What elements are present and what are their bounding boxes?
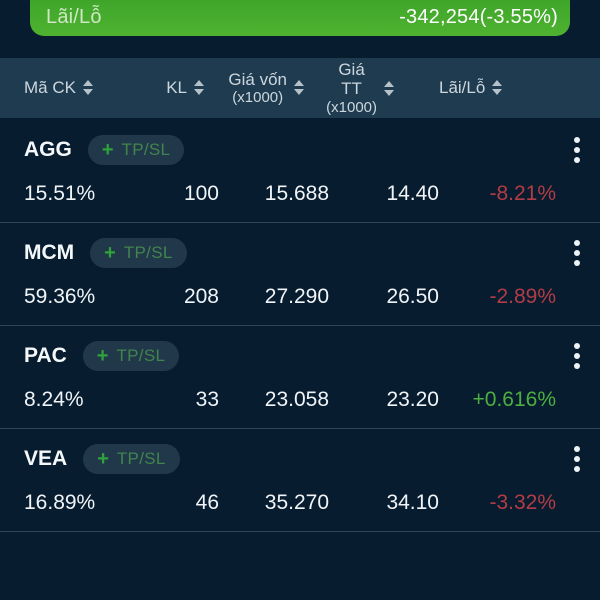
quantity-value: 100 bbox=[183, 182, 219, 205]
vertical-dots-icon bbox=[574, 157, 580, 163]
market-price-value: 26.50 bbox=[386, 285, 439, 308]
row-menu-button[interactable] bbox=[564, 133, 590, 167]
position-row-header: MCM + TP/SL bbox=[0, 235, 600, 271]
position-row-header: VEA + TP/SL bbox=[0, 441, 600, 477]
cost-price-value: 23.058 bbox=[264, 388, 329, 411]
column-label: Lãi/Lỗ bbox=[439, 78, 486, 98]
sort-arrows-icon bbox=[82, 80, 93, 96]
position-row-values: 15.51% 100 15.688 14.40 -8.21% bbox=[0, 172, 600, 216]
sort-arrows-icon bbox=[294, 80, 304, 96]
ticker-symbol: PAC bbox=[24, 344, 67, 367]
column-label: KL bbox=[166, 78, 187, 98]
position-list: AGG + TP/SL 15.51% 100 15.688 14.40 -8.2… bbox=[0, 120, 600, 532]
summary-label: Lãi/Lỗ bbox=[46, 6, 102, 28]
position-row: MCM + TP/SL 59.36% 208 27.290 26.50 -2.8… bbox=[0, 223, 600, 326]
column-sublabel: (x1000) bbox=[326, 98, 377, 116]
column-header-ma-ck[interactable]: Mã CK bbox=[24, 78, 164, 98]
weight-percent: 8.24% bbox=[24, 388, 84, 411]
vertical-dots-icon bbox=[574, 343, 580, 349]
row-menu-button[interactable] bbox=[564, 442, 590, 476]
weight-percent: 16.89% bbox=[24, 491, 96, 514]
tpsl-label: TP/SL bbox=[121, 140, 171, 159]
add-tpsl-button[interactable]: + TP/SL bbox=[87, 135, 185, 165]
vertical-dots-icon bbox=[574, 466, 580, 472]
ticker-symbol: AGG bbox=[24, 138, 72, 161]
position-row: PAC + TP/SL 8.24% 33 23.058 23.20 +0.616… bbox=[0, 326, 600, 429]
column-header-gia-tt[interactable]: Giá TT (x1000) bbox=[326, 59, 439, 116]
position-row-values: 16.89% 46 35.270 34.10 -3.32% bbox=[0, 481, 600, 525]
tpsl-label: TP/SL bbox=[123, 243, 173, 262]
plus-icon: + bbox=[96, 345, 109, 367]
position-row-values: 59.36% 208 27.290 26.50 -2.89% bbox=[0, 275, 600, 319]
plus-icon: + bbox=[97, 448, 109, 470]
weight-percent: 59.36% bbox=[24, 285, 96, 308]
column-header-gia-von[interactable]: Giá vốn (x1000) bbox=[219, 70, 329, 107]
quantity-value: 33 bbox=[195, 388, 219, 411]
row-menu-button[interactable] bbox=[564, 236, 590, 270]
vertical-dots-icon bbox=[574, 260, 580, 266]
tpsl-label: TP/SL bbox=[116, 346, 166, 365]
market-price-value: 34.10 bbox=[386, 491, 439, 514]
column-label: Giá TT (x1000) bbox=[326, 59, 377, 116]
sort-arrows-icon bbox=[194, 80, 204, 96]
cost-price-value: 15.688 bbox=[264, 182, 329, 205]
plus-icon: + bbox=[104, 242, 116, 264]
position-row-header: PAC + TP/SL bbox=[0, 338, 600, 374]
position-row: VEA + TP/SL 16.89% 46 35.270 34.10 -3.32… bbox=[0, 429, 600, 532]
row-menu-button[interactable] bbox=[564, 339, 590, 373]
profit-loss-value: -3.32% bbox=[489, 491, 556, 514]
position-row: AGG + TP/SL 15.51% 100 15.688 14.40 -8.2… bbox=[0, 120, 600, 223]
plus-icon: + bbox=[101, 139, 114, 161]
cost-price-value: 27.290 bbox=[264, 285, 329, 308]
profit-loss-value: -2.89% bbox=[489, 285, 556, 308]
column-sublabel: (x1000) bbox=[232, 89, 284, 107]
position-row-header: AGG + TP/SL bbox=[0, 132, 600, 168]
profit-loss-value: +0.616% bbox=[472, 388, 557, 411]
add-tpsl-button[interactable]: + TP/SL bbox=[90, 238, 187, 268]
sort-arrows-icon bbox=[384, 80, 394, 96]
quantity-value: 208 bbox=[183, 285, 219, 308]
ticker-symbol: MCM bbox=[24, 241, 75, 264]
add-tpsl-button[interactable]: + TP/SL bbox=[83, 444, 180, 474]
sort-arrows-icon bbox=[492, 80, 503, 96]
vertical-dots-icon bbox=[574, 456, 580, 462]
vertical-dots-icon bbox=[574, 250, 580, 256]
tpsl-label: TP/SL bbox=[116, 449, 166, 468]
market-price-value: 23.20 bbox=[386, 388, 439, 411]
market-price-value: 14.40 bbox=[386, 182, 439, 205]
vertical-dots-icon bbox=[574, 147, 580, 153]
vertical-dots-icon bbox=[574, 353, 580, 359]
quantity-value: 46 bbox=[195, 491, 219, 514]
cost-price-value: 35.270 bbox=[264, 491, 329, 514]
column-label: Mã CK bbox=[24, 78, 76, 98]
column-label: Giá vốn (x1000) bbox=[228, 69, 287, 107]
profit-loss-summary-banner: Lãi/Lỗ -342,254(-3.55%) bbox=[30, 0, 570, 36]
position-row-values: 8.24% 33 23.058 23.20 +0.616% bbox=[0, 378, 600, 422]
ticker-symbol: VEA bbox=[24, 447, 68, 470]
summary-value: -342,254(-3.55%) bbox=[399, 6, 558, 28]
vertical-dots-icon bbox=[574, 446, 580, 452]
weight-percent: 15.51% bbox=[24, 182, 96, 205]
column-header-kl[interactable]: KL bbox=[164, 78, 219, 98]
add-tpsl-button[interactable]: + TP/SL bbox=[82, 341, 180, 371]
vertical-dots-icon bbox=[574, 240, 580, 246]
column-header-lai-lo[interactable]: Lãi/Lỗ bbox=[439, 78, 564, 98]
profit-loss-value: -8.21% bbox=[489, 182, 556, 205]
vertical-dots-icon bbox=[574, 363, 580, 369]
vertical-dots-icon bbox=[574, 137, 580, 143]
table-header: Mã CK KL Giá vốn (x1000) Giá TT (x1000) … bbox=[0, 58, 600, 118]
